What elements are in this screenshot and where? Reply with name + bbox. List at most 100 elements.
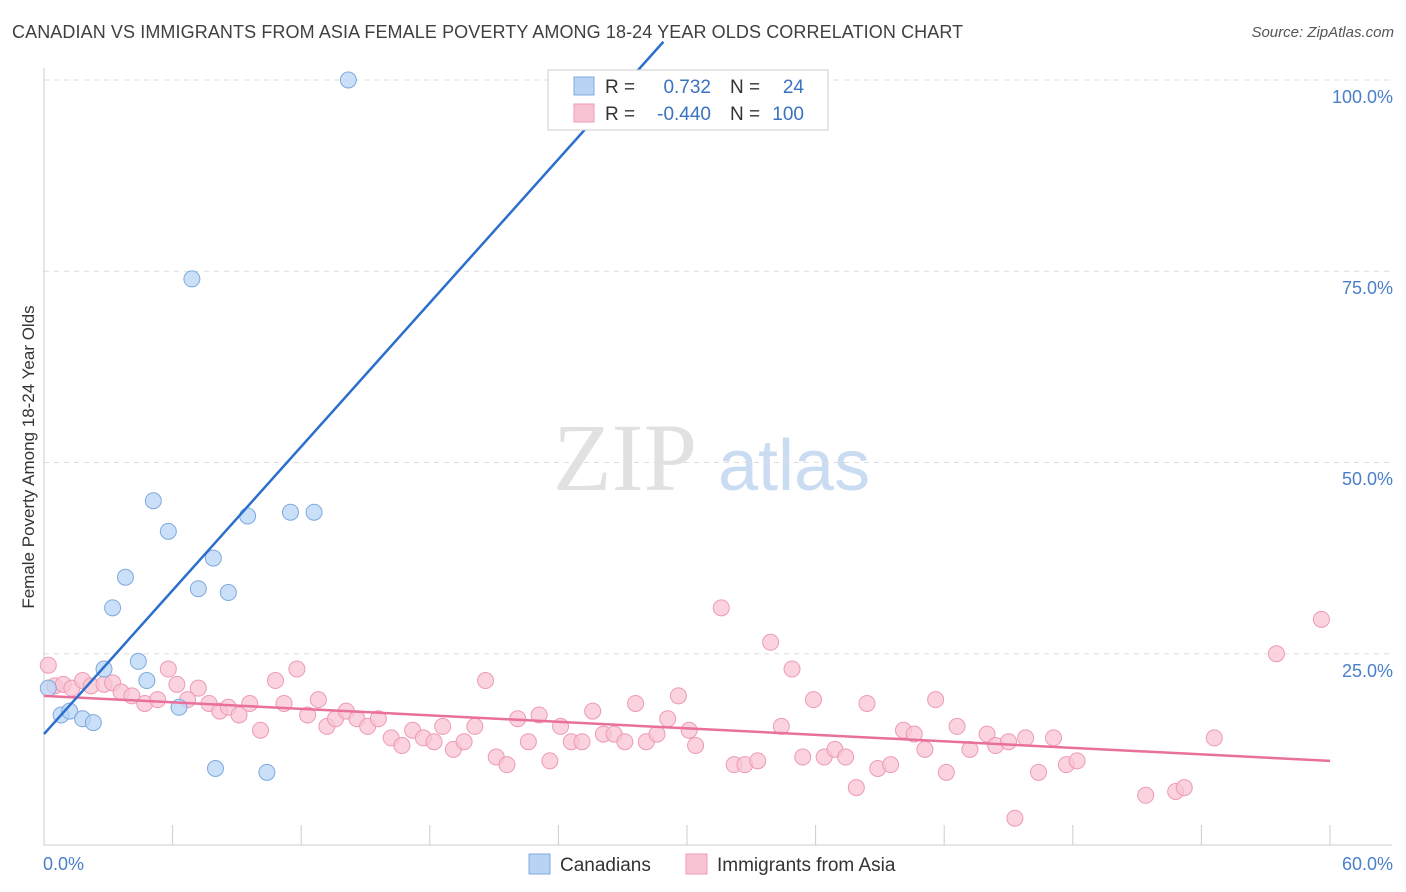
canadian-point bbox=[116, 568, 134, 586]
x-tick-label-max: 60.0% bbox=[1342, 854, 1393, 874]
asia-point bbox=[772, 717, 790, 735]
asia-point bbox=[1068, 752, 1086, 770]
asia-point bbox=[1175, 779, 1193, 797]
canadian-point bbox=[104, 599, 122, 617]
asia-point bbox=[680, 721, 698, 739]
asia-point bbox=[948, 717, 966, 735]
asia-point bbox=[794, 748, 812, 766]
bottom-legend-asia: Immigrants from Asia bbox=[717, 855, 896, 876]
canadian-point bbox=[239, 507, 257, 525]
asia-trend-line bbox=[43, 694, 1331, 763]
asia-point bbox=[466, 717, 484, 735]
asia-point bbox=[1205, 729, 1223, 747]
canadian-point bbox=[305, 503, 323, 521]
asia-point bbox=[1030, 763, 1048, 781]
asia-point bbox=[230, 706, 248, 724]
grid-lines bbox=[44, 79, 1392, 655]
asia-point bbox=[1000, 733, 1017, 751]
watermark-atlas: atlas bbox=[718, 426, 870, 506]
legend-box bbox=[547, 69, 829, 131]
canadian-point bbox=[138, 672, 156, 690]
asia-point bbox=[189, 679, 207, 697]
chart-title: CANADIAN VS IMMIGRANTS FROM ASIA FEMALE … bbox=[12, 22, 964, 42]
asia-point bbox=[882, 756, 900, 774]
asia-point bbox=[616, 733, 634, 751]
asia-points bbox=[39, 599, 1330, 827]
y-tick-label-100: 100.0% bbox=[1332, 87, 1393, 107]
canadian-point bbox=[189, 580, 207, 598]
asia-point bbox=[783, 660, 801, 678]
canadian-point bbox=[39, 679, 57, 697]
legend-n-label-canadians: N = bbox=[730, 77, 760, 98]
asia-point bbox=[1137, 786, 1155, 804]
canadian-points bbox=[39, 71, 664, 781]
asia-point bbox=[288, 660, 306, 678]
correlation-legend: R = 0.732 N = 24 R = -0.440 N = 100 bbox=[547, 69, 829, 131]
asia-point bbox=[858, 694, 876, 712]
legend-r-label-asia: R = bbox=[605, 104, 635, 125]
asia-point bbox=[1017, 729, 1035, 747]
canadian-point bbox=[206, 760, 224, 777]
asia-point bbox=[266, 672, 284, 690]
asia-point bbox=[498, 756, 516, 774]
asia-point bbox=[477, 672, 495, 690]
asia-point bbox=[837, 748, 855, 766]
asia-point bbox=[847, 779, 865, 797]
y-tick-label-75: 75.0% bbox=[1342, 278, 1393, 298]
asia-point bbox=[648, 725, 666, 743]
asia-point bbox=[455, 733, 473, 751]
bottom-legend-canadians: Canadians bbox=[560, 855, 651, 876]
asia-point bbox=[149, 691, 167, 709]
canadian-point bbox=[281, 503, 299, 521]
canadian-point bbox=[219, 584, 237, 602]
asia-point bbox=[251, 721, 269, 739]
asia-point bbox=[573, 733, 591, 751]
canadian-point bbox=[61, 702, 79, 720]
canadian-point bbox=[339, 71, 357, 89]
canadian-point bbox=[84, 714, 102, 732]
asia-point bbox=[434, 717, 452, 735]
asia-point bbox=[1312, 610, 1330, 628]
asia-point bbox=[669, 687, 687, 705]
asia-point bbox=[687, 737, 705, 755]
canadian-point bbox=[144, 492, 162, 510]
asia-point bbox=[584, 702, 602, 720]
asia-point bbox=[905, 725, 923, 743]
asia-point bbox=[1045, 729, 1063, 747]
asia-point bbox=[1006, 809, 1024, 827]
axes bbox=[43, 68, 1392, 846]
asia-point bbox=[937, 763, 955, 781]
asia-point bbox=[369, 710, 387, 728]
asia-point bbox=[749, 752, 767, 770]
y-tick-label-50: 50.0% bbox=[1342, 469, 1393, 489]
canadian-point bbox=[258, 763, 276, 781]
asia-point bbox=[159, 660, 177, 678]
asia-point bbox=[978, 725, 996, 743]
asia-point bbox=[627, 694, 645, 712]
asia-point bbox=[168, 675, 186, 693]
canadian-point bbox=[129, 652, 147, 670]
asia-point bbox=[916, 740, 934, 758]
asia-point bbox=[804, 691, 822, 709]
asia-point bbox=[762, 633, 780, 651]
asia-point bbox=[530, 706, 548, 724]
legend-swatch-canadians bbox=[573, 76, 595, 96]
asia-point bbox=[1267, 645, 1285, 663]
canadian-point bbox=[204, 549, 222, 567]
trend-lines bbox=[43, 40, 1331, 763]
bottom-legend-swatch-asia bbox=[685, 853, 708, 875]
legend-n-label-asia: N = bbox=[730, 104, 760, 125]
y-axis-label: Female Poverty Among 18-24 Year Olds bbox=[19, 305, 38, 608]
asia-point bbox=[241, 694, 259, 712]
legend-n-value-asia: 100 bbox=[772, 104, 804, 125]
watermark-zip: ZIP bbox=[553, 404, 697, 511]
canadian-point bbox=[159, 522, 177, 540]
asia-point bbox=[39, 656, 57, 674]
series-legend: Canadians Immigrants from Asia bbox=[528, 853, 896, 876]
asia-point bbox=[927, 691, 945, 709]
source-label: Source: ZipAtlas.com bbox=[1251, 24, 1394, 41]
asia-point bbox=[299, 706, 317, 724]
legend-n-value-canadians: 24 bbox=[783, 77, 805, 98]
asia-point bbox=[712, 599, 730, 617]
